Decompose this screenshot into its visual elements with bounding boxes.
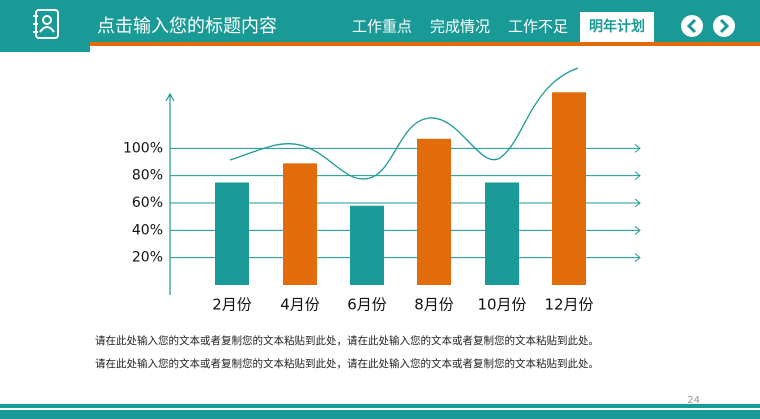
y-tick-label: 80% — [132, 168, 163, 184]
grid-arrow — [634, 171, 641, 181]
grid-arrow — [634, 198, 641, 208]
x-tick-label: 6月份 — [347, 296, 387, 314]
footer-line — [0, 404, 760, 408]
prev-arrow — [686, 18, 697, 34]
grid-arrow — [634, 225, 641, 235]
trend-curve — [229, 67, 579, 180]
grid-arrow — [634, 143, 641, 153]
bar — [350, 205, 384, 285]
nav-active-bg — [580, 12, 654, 42]
slide-title: 点击输入您的标题内容 — [97, 16, 277, 37]
bar — [485, 182, 519, 285]
nav-item[interactable]: 完成情况 — [430, 18, 490, 36]
icon-box — [0, 0, 90, 52]
y-tick-label: 60% — [132, 195, 163, 211]
x-tick-label: 10月份 — [477, 296, 526, 314]
next-arrow — [719, 18, 730, 34]
prev-button[interactable] — [681, 15, 703, 37]
x-tick-label: 12月份 — [544, 296, 593, 314]
nav-item[interactable]: 明年计划 — [589, 18, 645, 35]
y-tick-label: 20% — [132, 250, 163, 266]
x-tick-label: 2月份 — [212, 296, 252, 314]
y-axis-arrow — [165, 92, 175, 102]
bar — [215, 182, 249, 285]
x-tick-label: 4月份 — [280, 296, 320, 314]
y-tick-label: 100% — [123, 140, 163, 156]
bar — [283, 163, 317, 285]
y-tick-label: 40% — [132, 222, 163, 238]
page-number: 24 — [687, 395, 700, 406]
body-text: 请在此处输入您的文本或者复制您的文本粘贴到此处，请在此处输入您的文本或者复制您的… — [95, 357, 599, 370]
nav-item[interactable]: 工作不足 — [508, 18, 568, 36]
footer-bar — [0, 410, 760, 419]
header-accent — [90, 42, 760, 46]
bar — [552, 92, 586, 285]
bar — [417, 138, 451, 285]
nav-item[interactable]: 工作重点 — [352, 18, 412, 36]
grid-arrow — [634, 253, 641, 263]
next-button[interactable] — [713, 15, 735, 37]
x-tick-label: 8月份 — [414, 296, 454, 314]
body-text: 请在此处输入您的文本或者复制您的文本粘贴到此处，请在此处输入您的文本或者复制您的… — [95, 334, 599, 347]
contact-icon — [33, 9, 59, 39]
